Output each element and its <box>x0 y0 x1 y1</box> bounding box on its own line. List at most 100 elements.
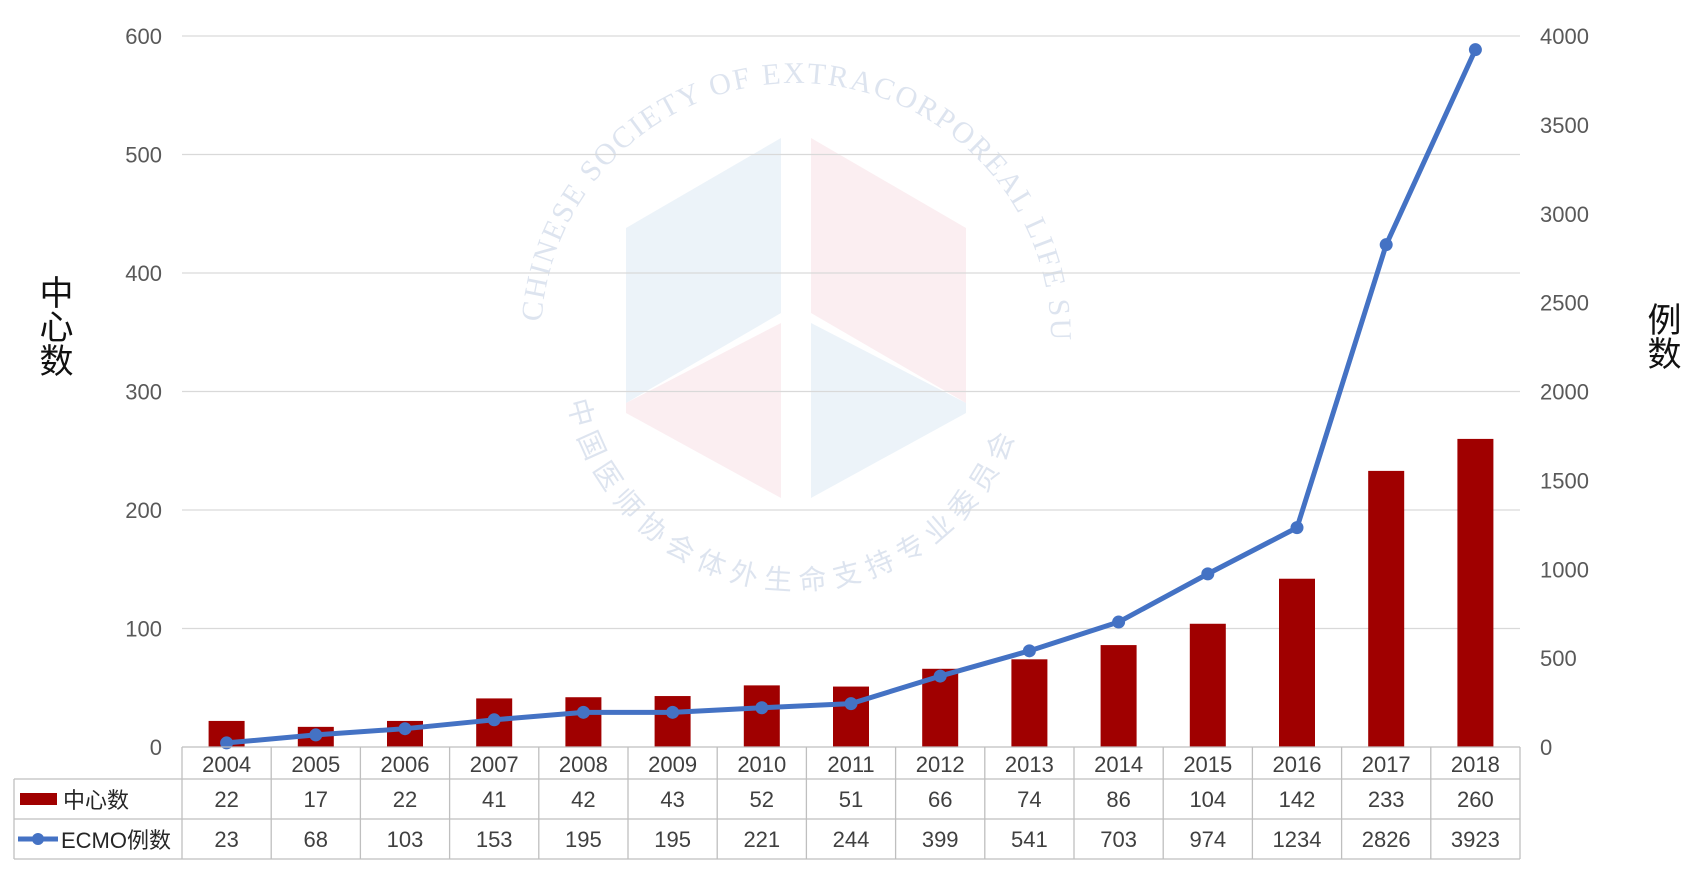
bar-2010 <box>743 685 780 747</box>
table-value: 22 <box>214 787 238 812</box>
right-tick-label: 3500 <box>1540 113 1589 138</box>
bar-2017 <box>1368 470 1405 747</box>
right-axis-ticks: 0 500 1000 1500 2000 2500 3000 3500 4000 <box>1540 24 1589 760</box>
point-2007 <box>487 713 501 727</box>
watermark-shape <box>626 138 781 403</box>
table-value: 86 <box>1106 787 1130 812</box>
line-series-ecmo <box>220 43 1482 750</box>
watermark-shape <box>811 138 966 403</box>
legend-key-marker <box>32 833 44 845</box>
bar-2018 <box>1457 438 1494 747</box>
point-2006 <box>398 722 412 736</box>
category-label: 2008 <box>559 752 608 777</box>
bar-2014 <box>1100 645 1137 747</box>
table-value: 3923 <box>1451 827 1500 852</box>
y-axis-left-title: 中心数 <box>33 275 73 377</box>
bar-2013 <box>1011 659 1048 747</box>
left-axis-ticks: 0 100 200 300 400 500 600 <box>125 24 162 760</box>
category-label: 2007 <box>470 752 519 777</box>
right-tick-label: 500 <box>1540 646 1577 671</box>
left-tick-label: 300 <box>125 380 162 405</box>
category-label: 2013 <box>1005 752 1054 777</box>
right-tick-label: 4000 <box>1540 24 1589 49</box>
point-2014 <box>1112 615 1126 629</box>
left-tick-label: 400 <box>125 261 162 286</box>
table-value: 153 <box>476 827 513 852</box>
legend-label-centers: 中心数 <box>63 788 129 813</box>
category-label: 2011 <box>827 752 874 777</box>
table-value: 2826 <box>1362 827 1411 852</box>
table-value: 51 <box>839 787 863 812</box>
table-value: 74 <box>1017 787 1041 812</box>
table-value: 104 <box>1189 787 1226 812</box>
point-2005 <box>309 728 323 742</box>
table-value: 41 <box>482 787 506 812</box>
left-tick-label: 200 <box>125 498 162 523</box>
table-value: 66 <box>928 787 952 812</box>
y-axis-right-title: 例数 <box>1641 302 1681 370</box>
table-value: 1234 <box>1273 827 1322 852</box>
table-value: 42 <box>571 787 595 812</box>
point-2015 <box>1201 567 1215 581</box>
right-tick-label: 2500 <box>1540 291 1589 316</box>
point-2018 <box>1468 43 1482 57</box>
right-tick-label: 0 <box>1540 735 1552 760</box>
point-2016 <box>1290 521 1304 535</box>
category-label: 2005 <box>291 752 340 777</box>
table-value: 974 <box>1189 827 1226 852</box>
table-value: 233 <box>1368 787 1405 812</box>
gridlines <box>182 35 1520 630</box>
watermark-shape <box>811 323 966 498</box>
watermark-shape <box>626 323 781 498</box>
data-table: 2004 2005 2006 2007 2008 2009 2010 2011 2012 2013… <box>13 746 1521 860</box>
table-value: 103 <box>387 827 424 852</box>
point-2008 <box>576 705 590 719</box>
table-value: 23 <box>214 827 238 852</box>
table-value: 43 <box>660 787 684 812</box>
point-2017 <box>1379 238 1393 252</box>
legend-label-ecmo: ECMO例数 <box>61 828 171 853</box>
category-label: 2006 <box>381 752 430 777</box>
category-label: 2004 <box>202 752 251 777</box>
point-2012 <box>933 669 947 683</box>
category-label: 2018 <box>1451 752 1500 777</box>
point-2009 <box>666 705 680 719</box>
table-value: 399 <box>922 827 959 852</box>
table-value: 52 <box>750 787 774 812</box>
table-value: 17 <box>304 787 328 812</box>
category-label: 2014 <box>1094 752 1143 777</box>
right-tick-label: 3000 <box>1540 202 1589 227</box>
table-value: 68 <box>304 827 328 852</box>
point-2010 <box>755 701 769 715</box>
category-label: 2012 <box>916 752 965 777</box>
table-value: 221 <box>743 827 780 852</box>
category-label: 2017 <box>1362 752 1411 777</box>
legend-key-bar <box>20 793 57 805</box>
category-label: 2016 <box>1273 752 1322 777</box>
watermark-text-inner: 中国医师协会体外生命支持专业委员会 <box>562 395 1023 597</box>
right-tick-label: 1000 <box>1540 557 1589 582</box>
point-2013 <box>1022 644 1036 658</box>
table-value: 142 <box>1279 787 1316 812</box>
point-2004 <box>220 736 234 750</box>
category-label: 2010 <box>737 752 786 777</box>
bar-2009 <box>654 696 691 747</box>
bar-2011 <box>833 686 869 747</box>
bar-2015 <box>1189 623 1226 747</box>
bar-2008 <box>565 697 602 747</box>
table-value: 260 <box>1457 787 1494 812</box>
left-tick-label: 100 <box>125 617 162 642</box>
table-value: 195 <box>654 827 691 852</box>
right-tick-label: 1500 <box>1540 468 1589 493</box>
left-tick-label: 600 <box>125 24 162 49</box>
bar-2016 <box>1279 578 1315 747</box>
table-value: 22 <box>393 787 417 812</box>
table-value: 195 <box>565 827 602 852</box>
table-value: 703 <box>1100 827 1137 852</box>
point-2011 <box>844 697 858 711</box>
left-tick-label: 0 <box>150 735 162 760</box>
category-label: 2015 <box>1183 752 1232 777</box>
left-tick-label: 500 <box>125 143 162 168</box>
table-value: 541 <box>1011 827 1048 852</box>
